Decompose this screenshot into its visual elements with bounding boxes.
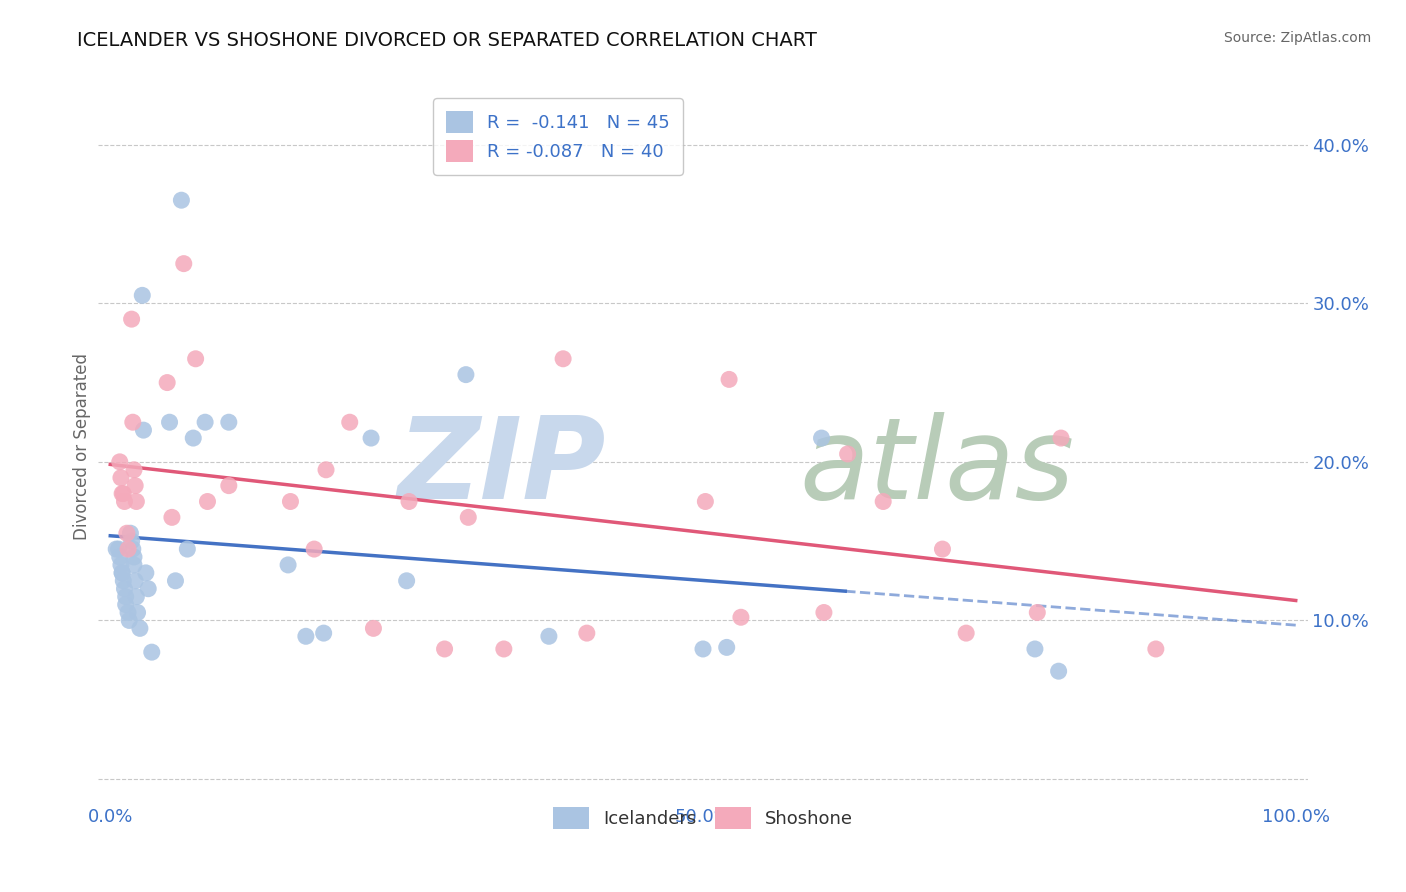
Point <box>457 510 479 524</box>
Point <box>955 626 977 640</box>
Point <box>553 351 575 366</box>
Point <box>108 549 131 564</box>
Point <box>363 621 385 635</box>
Point <box>280 494 302 508</box>
Point <box>718 372 741 386</box>
Point <box>315 463 337 477</box>
Point <box>173 257 195 271</box>
Point <box>132 423 155 437</box>
Point <box>1024 642 1046 657</box>
Point <box>120 526 142 541</box>
Point <box>122 558 145 572</box>
Point <box>141 645 163 659</box>
Point <box>125 494 148 508</box>
Point <box>112 574 135 588</box>
Point <box>197 494 219 508</box>
Point <box>837 447 859 461</box>
Point <box>135 566 157 580</box>
Point <box>122 463 145 477</box>
Point <box>194 415 217 429</box>
Point <box>111 486 134 500</box>
Point <box>931 542 953 557</box>
Point <box>398 494 420 508</box>
Point <box>181 431 204 445</box>
Point <box>114 582 136 596</box>
Point <box>433 642 456 657</box>
Point <box>111 566 134 580</box>
Point <box>121 542 143 557</box>
Point <box>121 534 143 549</box>
Point <box>692 642 714 657</box>
Point <box>730 610 752 624</box>
Point <box>716 640 738 655</box>
Point <box>184 351 207 366</box>
Point <box>302 542 325 557</box>
Point <box>117 606 139 620</box>
Point <box>105 542 128 557</box>
Point <box>122 549 145 564</box>
Point <box>112 486 135 500</box>
Text: ICELANDER VS SHOSHONE DIVORCED OR SEPARATED CORRELATION CHART: ICELANDER VS SHOSHONE DIVORCED OR SEPARA… <box>77 31 817 50</box>
Point <box>159 415 181 429</box>
Point <box>107 542 129 557</box>
Text: ZIP: ZIP <box>398 412 606 523</box>
Point <box>295 629 318 643</box>
Point <box>110 471 132 485</box>
Point <box>108 455 131 469</box>
Point <box>114 598 136 612</box>
Point <box>1050 431 1073 445</box>
Point <box>114 590 136 604</box>
Point <box>124 478 146 492</box>
Point <box>176 542 198 557</box>
Point <box>156 376 179 390</box>
Point <box>312 626 335 640</box>
Point <box>1144 642 1167 657</box>
Point <box>872 494 894 508</box>
Point <box>813 606 835 620</box>
Point <box>131 288 153 302</box>
Point <box>115 526 138 541</box>
Point <box>114 494 136 508</box>
Point <box>110 558 132 572</box>
Point <box>695 494 717 508</box>
Y-axis label: Divorced or Separated: Divorced or Separated <box>73 352 91 540</box>
Point <box>125 590 148 604</box>
Point <box>339 415 361 429</box>
Point <box>360 431 382 445</box>
Legend: Icelanders, Shoshone: Icelanders, Shoshone <box>546 800 860 837</box>
Point <box>127 606 149 620</box>
Text: atlas: atlas <box>800 412 1074 523</box>
Point <box>395 574 418 588</box>
Point <box>160 510 183 524</box>
Point <box>810 431 832 445</box>
Point <box>136 582 159 596</box>
Point <box>165 574 187 588</box>
Point <box>170 193 193 207</box>
Point <box>118 614 141 628</box>
Text: Source: ZipAtlas.com: Source: ZipAtlas.com <box>1223 31 1371 45</box>
Point <box>121 415 143 429</box>
Point <box>454 368 477 382</box>
Point <box>492 642 515 657</box>
Point <box>575 626 598 640</box>
Point <box>1047 664 1070 678</box>
Point <box>121 312 143 326</box>
Point <box>111 566 134 580</box>
Point <box>537 629 560 643</box>
Point <box>129 621 152 635</box>
Point <box>277 558 299 572</box>
Point <box>117 542 139 557</box>
Point <box>1026 606 1049 620</box>
Point <box>218 478 240 492</box>
Point <box>218 415 240 429</box>
Point <box>124 574 146 588</box>
